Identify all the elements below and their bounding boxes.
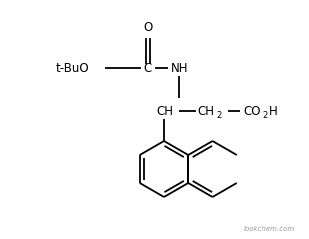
- Text: CO: CO: [243, 104, 261, 118]
- Text: CH: CH: [156, 104, 173, 118]
- Text: O: O: [143, 21, 153, 33]
- Text: NH: NH: [171, 61, 189, 75]
- Text: C: C: [144, 61, 152, 75]
- Text: 2: 2: [262, 110, 268, 120]
- Text: t-BuO: t-BuO: [55, 61, 89, 75]
- Text: CH: CH: [197, 104, 214, 118]
- Text: 2: 2: [216, 110, 222, 120]
- Text: H: H: [269, 104, 277, 118]
- Text: lookchem.com: lookchem.com: [244, 226, 295, 232]
